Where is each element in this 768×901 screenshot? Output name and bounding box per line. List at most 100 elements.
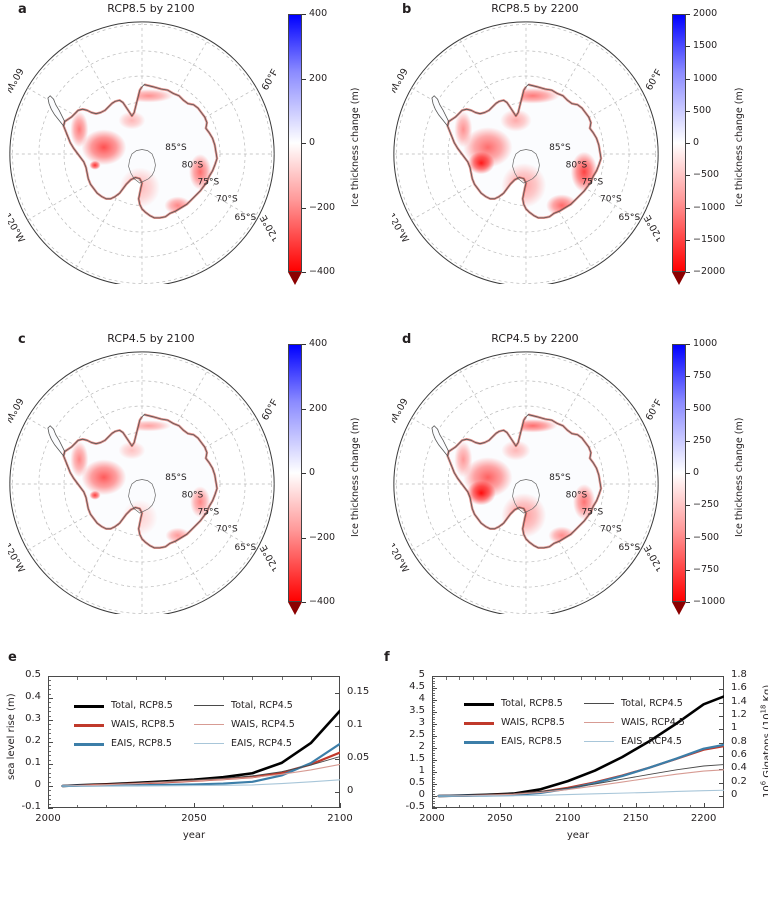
ytick-minor-f [432, 692, 435, 694]
lat-label-2: 75°S [198, 507, 220, 517]
xtick-minor-top [310, 676, 312, 680]
colorbar-tick-label-1: 200 [309, 402, 328, 414]
xtick-minor [77, 805, 79, 808]
xtick-minor [106, 805, 108, 808]
xtick-minor-top [486, 676, 488, 680]
ytick-right-label-f-7: 1.4 [731, 695, 747, 707]
colorbar-tick-label-0: 400 [309, 8, 328, 19]
ytick-minor-e [48, 750, 51, 752]
ytick-label-e-1: 0 [34, 779, 41, 790]
xtick-minor-top [676, 676, 678, 680]
xtick-e-0 [48, 803, 49, 808]
xtick-minor [649, 805, 651, 808]
xtick-minor [608, 805, 610, 808]
ytick-minor-f [432, 750, 435, 752]
ytick-minor-f [432, 781, 435, 783]
ytick-minor-f [432, 719, 435, 721]
ytick-minor-f [432, 752, 435, 754]
lat-label-2: 75°S [582, 507, 604, 517]
lat-label-4: 70°S [216, 195, 238, 205]
ytick-minor-f [432, 803, 435, 805]
legend-label-e-3: Total, RCP4.5 [231, 700, 293, 711]
ytick-minor-f [432, 743, 435, 745]
legend-label-f-5: EAIS, RCP4.5 [621, 736, 682, 747]
xtick-minor [135, 805, 137, 808]
ytick-minor-e [48, 724, 51, 726]
ytick-right-label-f-6: 1.2 [731, 709, 747, 720]
yaxis-label-e: sea level rise (m) [6, 693, 17, 780]
colorbar-tick-mark-1 [686, 376, 690, 378]
series-line-f-1 [437, 744, 726, 798]
ytick-label-f-7: 3 [418, 717, 425, 728]
ytick-minor-f [432, 678, 435, 680]
xtick-minor [459, 805, 461, 808]
ytick-right-f-4 [719, 742, 724, 744]
colorbar-tick-label-3: −200 [309, 531, 336, 543]
ytick-minor-f [432, 776, 435, 778]
colorbar-tick-label-0: 1000 [693, 338, 718, 349]
ytick-minor-e [48, 689, 51, 691]
ytick-e-0 [48, 808, 53, 809]
xtick-minor-top [281, 676, 283, 680]
colorbar-tick-mark-6 [686, 537, 690, 539]
xtick-minor [690, 805, 692, 808]
xtick-label-e-2: 2100 [327, 813, 353, 824]
ytick-minor-f [432, 731, 435, 733]
colorbar-tick-mark-4 [302, 602, 306, 603]
ytick-minor-f [432, 702, 435, 704]
ytick-right-label-e-3: 0.15 [347, 685, 370, 697]
xtick-minor [554, 805, 556, 808]
ytick-minor-f [432, 690, 435, 692]
xtick-minor [310, 805, 312, 808]
xtick-minor [622, 805, 624, 808]
ytick-minor-e [48, 799, 51, 801]
xtick-minor-top [554, 676, 556, 680]
ytick-f-11 [432, 676, 437, 677]
colorbar-c: 400 200 0 −200 −400 Ice thickness change (m) [288, 338, 368, 624]
legend-swatch-e-4 [194, 724, 224, 726]
xtick-minor [581, 805, 583, 808]
legend-label-e-0: Total, RCP8.5 [111, 700, 173, 711]
colorbar-tick-mark-3 [302, 207, 306, 209]
ytick-minor-e [48, 759, 51, 761]
legend-label-f-1: WAIS, RCP8.5 [501, 717, 565, 728]
xtick-f-0 [432, 803, 433, 808]
legend-swatch-e-3 [194, 705, 224, 707]
lon-label-120W: 120°W [8, 541, 27, 575]
lon-label-60E: 60°E [260, 67, 276, 92]
colorbar-tick-label-4: 0 [693, 467, 700, 478]
lat-label-3: 65°S [235, 543, 257, 553]
colorbar-tick-mark-0 [686, 344, 690, 345]
curves-layer-e [48, 676, 342, 808]
xtick-minor-top [106, 676, 108, 680]
ytick-right-f-0 [719, 796, 724, 797]
ytick-e-2 [48, 764, 53, 765]
ytick-minor-e [48, 746, 51, 748]
ytick-minor-f [432, 726, 435, 728]
lat-label-4: 70°S [600, 195, 622, 205]
colorbar-tick-mark-1 [302, 408, 306, 410]
legend-label-f-3: Total, RCP4.5 [621, 698, 683, 709]
panel-label-b: b [402, 2, 412, 17]
xtick-minor [676, 805, 678, 808]
colorbar-tick-label-0: 2000 [693, 8, 718, 19]
legend-label-e-2: EAIS, RCP8.5 [111, 738, 172, 749]
ytick-label-e-6: 0.5 [25, 669, 41, 680]
ytick-right-label-f-3: 0.6 [731, 749, 747, 760]
colorbar-gradient-c [288, 344, 302, 602]
ytick-right-label-e-2: 0.1 [347, 718, 363, 730]
lon-label-120E: 120°E [258, 213, 276, 244]
legend-swatch-e-0 [74, 705, 104, 708]
ytick-minor-e [48, 715, 51, 717]
xtick-e-1 [194, 803, 195, 808]
ytick-minor-f [432, 704, 435, 706]
ytick-minor-f [432, 683, 435, 685]
ytick-label-e-4: 0.3 [25, 713, 41, 724]
map-title-b: RCP8.5 by 2200 [491, 2, 579, 15]
xtick-minor [252, 805, 254, 808]
lon-label-60W: 60°W [392, 66, 409, 95]
ytick-f-10 [432, 688, 437, 689]
lat-label-0: 85°S [165, 143, 187, 153]
lon-label-120W: 120°W [392, 541, 411, 575]
